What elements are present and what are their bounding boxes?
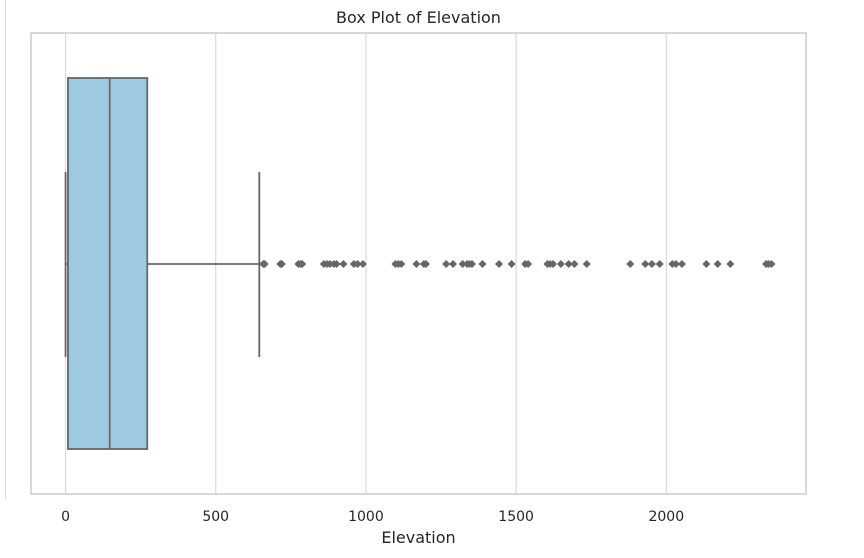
outlier-point-27 <box>467 260 476 268</box>
outlier-point-52 <box>767 260 776 268</box>
outlier-point-19 <box>412 260 421 268</box>
outlier-point-18 <box>397 260 406 268</box>
outlier-point-41 <box>641 260 650 268</box>
outlier-point-46 <box>677 260 686 268</box>
outlier-point-6 <box>298 260 307 268</box>
outlier-point-1 <box>260 260 269 268</box>
outlier-point-28 <box>478 260 487 268</box>
outlier-point-32 <box>524 260 533 268</box>
outlier-point-12 <box>339 260 348 268</box>
outlier-point-11 <box>332 260 341 268</box>
outlier-point-49 <box>726 260 735 268</box>
outlier-point-38 <box>570 260 579 268</box>
outlier-point-29 <box>495 260 504 268</box>
outlier-point-47 <box>702 260 711 268</box>
chart-title: Box Plot of Elevation <box>336 8 501 27</box>
x-axis-title: Elevation <box>381 528 455 547</box>
outlier-point-36 <box>556 260 565 268</box>
outlier-point-22 <box>442 260 451 268</box>
x-tick-labels: 0 500 1000 1500 2000 <box>61 509 684 525</box>
outlier-point-42 <box>647 260 656 268</box>
outlier-point-40 <box>626 260 635 268</box>
outlier-point-24 <box>458 260 467 268</box>
iqr-box <box>67 77 149 450</box>
x-tick-label-0: 0 <box>61 509 70 525</box>
outlier-point-21 <box>422 260 431 268</box>
plot-frame <box>30 32 807 495</box>
outlier-point-48 <box>713 260 722 268</box>
outlier-point-39 <box>582 260 591 268</box>
x-tick-label-2000: 2000 <box>648 509 684 525</box>
outlier-point-35 <box>549 260 558 268</box>
box-plot <box>64 77 261 450</box>
x-tick-label-1500: 1500 <box>498 509 534 525</box>
outlier-point-45 <box>671 260 680 268</box>
x-tick-label-500: 500 <box>202 509 229 525</box>
outlier-point-23 <box>449 260 458 268</box>
outlier-points <box>259 260 776 268</box>
outlier-point-3 <box>277 260 286 268</box>
outlier-point-14 <box>353 260 362 268</box>
outlier-point-37 <box>564 260 573 268</box>
outlier-point-30 <box>507 260 516 268</box>
outlier-point-15 <box>358 260 367 268</box>
page-left-rule <box>5 0 6 500</box>
x-tick-label-1000: 1000 <box>348 509 384 525</box>
outlier-point-43 <box>655 260 664 268</box>
